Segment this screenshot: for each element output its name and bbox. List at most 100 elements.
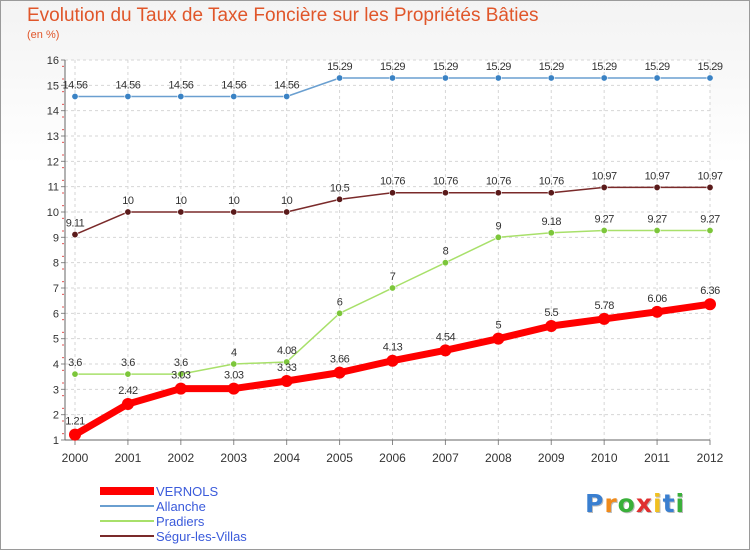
x-tick-label: 2009	[538, 451, 565, 465]
data-label: 14.56	[115, 79, 140, 91]
data-point	[177, 208, 185, 216]
data-label: 10.5	[330, 182, 350, 194]
x-tick-label: 2010	[591, 451, 618, 465]
data-point	[547, 189, 555, 197]
data-label: 3.6	[68, 357, 82, 369]
y-tick-label: 14	[47, 106, 59, 118]
y-tick-label: 6	[53, 308, 59, 320]
x-tick-label: 2005	[326, 451, 353, 465]
data-point	[706, 226, 714, 234]
data-label: 10	[122, 195, 134, 207]
data-point	[283, 358, 291, 366]
y-tick-label: 7	[53, 283, 59, 295]
data-label: 4	[231, 347, 237, 359]
data-point	[545, 320, 558, 332]
data-point	[492, 332, 505, 345]
data-point	[280, 374, 293, 387]
y-tick-label: 8	[53, 258, 59, 270]
logo-letter: x	[635, 489, 653, 518]
logo-letter: i	[675, 489, 686, 518]
data-point	[174, 382, 187, 395]
data-point	[388, 74, 396, 82]
data-label: 10	[281, 195, 293, 207]
data-label: 3.03	[171, 370, 191, 382]
legend-label: Ségur-les-Villas	[156, 529, 247, 544]
y-tick-label: 11	[48, 182, 59, 194]
data-point	[600, 183, 608, 191]
data-point	[386, 354, 399, 367]
data-label: 9	[496, 220, 502, 232]
data-label: 9.27	[700, 213, 720, 225]
data-point	[71, 231, 79, 239]
x-tick-label: 2001	[115, 451, 142, 465]
legend-swatch	[100, 520, 154, 522]
y-tick-label: 13	[47, 131, 59, 143]
x-tick-label: 2012	[697, 451, 724, 465]
data-point	[227, 382, 240, 395]
legend-swatch	[100, 487, 154, 495]
data-point	[439, 344, 452, 357]
data-label: 6.36	[700, 285, 720, 297]
data-point	[336, 195, 344, 203]
data-label: 10	[228, 195, 240, 207]
data-point	[441, 259, 449, 267]
legend-swatch	[100, 505, 154, 507]
data-label: 14.56	[274, 79, 299, 91]
legend-label: VERNOLS	[156, 484, 219, 499]
data-point	[124, 92, 132, 100]
data-label: 3.66	[330, 354, 350, 366]
y-tick-label: 15	[47, 80, 59, 92]
legend-swatch	[100, 535, 154, 537]
legend-label: Allanche	[156, 499, 206, 514]
x-tick-label: 2004	[273, 451, 300, 465]
data-label: 1.21	[65, 416, 85, 428]
x-tick-label: 2007	[432, 451, 459, 465]
y-tick-label: 12	[47, 156, 59, 168]
data-label: 15.29	[697, 61, 722, 73]
data-point	[494, 233, 502, 241]
data-label: 10.76	[380, 176, 405, 188]
data-label: 7	[390, 271, 396, 283]
chart-subtitle: (en %)	[27, 29, 60, 41]
y-tick-label: 10	[47, 207, 59, 219]
x-tick-label: 2003	[220, 451, 247, 465]
data-point	[600, 226, 608, 234]
x-tick-label: 2008	[485, 451, 512, 465]
data-point	[494, 189, 502, 197]
data-point	[283, 208, 291, 216]
logo-letter: o	[617, 489, 636, 518]
data-label: 15.29	[327, 61, 352, 73]
data-label: 3.33	[277, 362, 297, 374]
logo-letter: t	[662, 489, 676, 518]
data-label: 10.76	[539, 176, 564, 188]
data-label: 15.29	[645, 61, 670, 73]
data-label: 6.06	[647, 293, 667, 305]
data-label: 15.29	[486, 61, 511, 73]
data-label: 15.29	[380, 61, 405, 73]
data-point	[71, 370, 79, 378]
data-point	[230, 208, 238, 216]
data-point	[494, 74, 502, 82]
proxiti-logo: Proxiti	[585, 489, 685, 518]
data-label: 9.27	[647, 213, 667, 225]
data-point	[598, 312, 611, 325]
data-point	[388, 284, 396, 292]
x-tick-label: 2006	[379, 451, 406, 465]
y-tick-label: 1	[53, 435, 59, 447]
logo-letter: P	[585, 489, 605, 518]
data-label: 2.42	[118, 385, 138, 397]
data-point	[547, 74, 555, 82]
data-label: 9.11	[66, 218, 85, 230]
data-point	[177, 92, 185, 100]
data-point	[71, 92, 79, 100]
y-tick-label: 2	[53, 410, 59, 422]
data-label: 10.76	[486, 176, 511, 188]
data-point	[600, 74, 608, 82]
data-label: 3.03	[224, 370, 244, 382]
data-label: 4.54	[436, 331, 456, 343]
data-label: 10.97	[645, 170, 670, 182]
y-tick-label: 4	[53, 359, 59, 371]
data-label: 9.18	[542, 216, 562, 228]
chart-title: Evolution du Taux de Taxe Foncière sur l…	[27, 5, 539, 26]
data-point	[69, 428, 81, 441]
